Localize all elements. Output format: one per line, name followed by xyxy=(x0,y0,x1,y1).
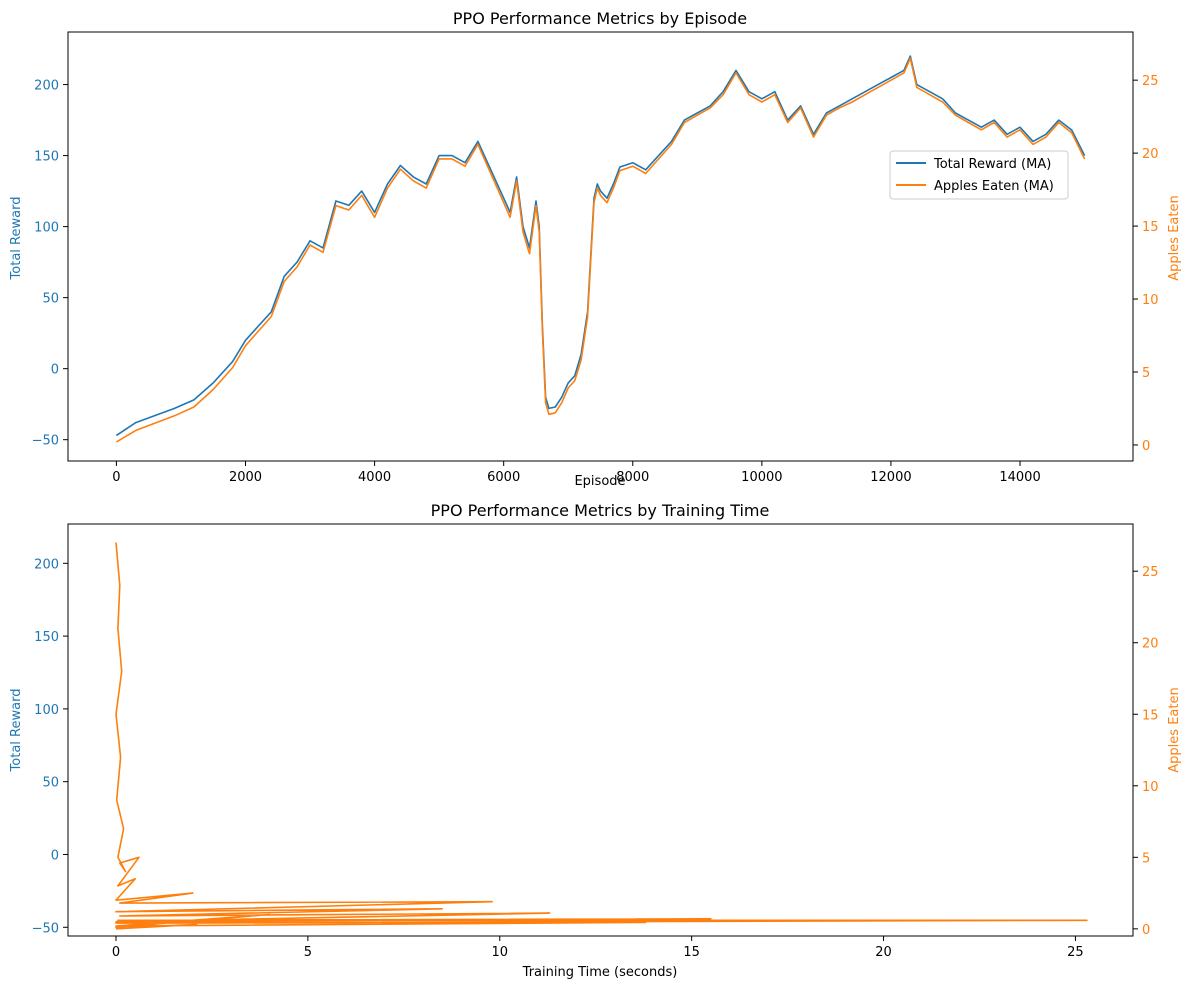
chart-episode-xtick-label: 4000 xyxy=(358,470,391,485)
chart-training-time-ytick-label: −50 xyxy=(32,921,59,936)
chart-episode-legend: Total Reward (MA) Apples Eaten (MA) xyxy=(889,150,1069,200)
chart-episode-xtick-label: 0 xyxy=(112,470,120,485)
chart-episode-ytick-label: −50 xyxy=(32,434,59,449)
chart-training-time-ylabel: Total Reward xyxy=(9,689,24,773)
chart-training-time-y2tick-label: 20 xyxy=(1142,637,1159,652)
chart-training-time-marks xyxy=(115,542,1088,930)
chart-episode-yticks: −50 0 50 100 150 200 xyxy=(32,79,68,449)
chart-episode-xlabel: Episode xyxy=(574,474,625,489)
chart-training-time-xticks: 0 5 10 15 20 25 xyxy=(112,936,1084,960)
chart-episode-xticks: 0 2000 4000 6000 8000 10000 12000 14000 xyxy=(112,461,1041,485)
chart-episode-y2tick-label: 25 xyxy=(1142,74,1159,89)
chart-training-time-xtick-label: 25 xyxy=(1067,945,1084,960)
chart-episode-y2tick-label: 5 xyxy=(1142,366,1150,381)
chart-training-time-yticks: −50 0 50 100 150 200 xyxy=(32,557,68,936)
chart-training-time-y2tick-label: 5 xyxy=(1142,851,1150,866)
chart-training-time-frame xyxy=(67,523,1134,937)
chart-episode-series-1-line xyxy=(115,57,1086,443)
chart-episode-marks xyxy=(115,55,1086,443)
chart-training-time-xtick-label: 15 xyxy=(683,945,700,960)
chart-episode-xtick-label: 8000 xyxy=(616,470,649,485)
chart-episode-y2tick-label: 15 xyxy=(1142,220,1159,235)
chart-episode-y2tick-label: 20 xyxy=(1142,147,1159,162)
chart-training-time-ytick-label: 100 xyxy=(34,703,59,718)
legend-reward-label: Total Reward (MA) xyxy=(933,157,1051,172)
chart-episode-title: PPO Performance Metrics by Episode xyxy=(453,9,747,28)
chart-episode-ytick-label: 100 xyxy=(34,221,59,236)
chart-episode-xtick-label: 2000 xyxy=(229,470,262,485)
chart-training-time-xtick-label: 5 xyxy=(304,945,312,960)
chart-training-time-xlabel: Training Time (seconds) xyxy=(522,965,678,980)
chart-training-time-ytick-label: 200 xyxy=(34,557,59,572)
chart-training-time-series-0-line xyxy=(115,542,1088,930)
chart-episode-y2label: Apples Eaten xyxy=(1167,195,1182,280)
chart-episode-xtick-label: 14000 xyxy=(999,470,1040,485)
chart-training-time-y2tick-label: 15 xyxy=(1142,708,1159,723)
chart-training-time-y2tick-label: 25 xyxy=(1142,565,1159,580)
chart-training-time-ytick-label: 150 xyxy=(34,630,59,645)
chart-episode-y2tick-label: 0 xyxy=(1142,439,1150,454)
chart-training-time-xtick-label: 10 xyxy=(491,945,508,960)
chart-training-time-xtick-label: 0 xyxy=(112,945,120,960)
chart-training-time-y2tick-label: 10 xyxy=(1142,780,1159,795)
chart-episode-ytick-label: 200 xyxy=(34,79,59,94)
chart-training-time-ytick-label: 0 xyxy=(51,848,59,863)
chart-episode-xtick-label: 10000 xyxy=(741,470,782,485)
chart-training-time-title: PPO Performance Metrics by Training Time xyxy=(431,501,770,520)
chart-training-time: PPO Performance Metrics by Training Time… xyxy=(9,501,1182,980)
chart-training-time-y2tick-label: 0 xyxy=(1142,923,1150,938)
chart-episode-y2tick-label: 10 xyxy=(1142,293,1159,308)
chart-episode-y2ticks: 0 5 10 15 20 25 xyxy=(1133,74,1159,454)
chart-training-time-y2ticks: 0 5 10 15 20 25 xyxy=(1133,565,1159,938)
chart-episode-xtick-label: 12000 xyxy=(870,470,911,485)
legend-apples-label: Apples Eaten (MA) xyxy=(934,179,1054,194)
chart-episode-ylabel: Total Reward xyxy=(9,197,24,281)
chart-training-time-xtick-label: 20 xyxy=(875,945,892,960)
chart-episode-ytick-label: 150 xyxy=(34,150,59,165)
chart-episode: PPO Performance Metrics by Episode 0 2000… xyxy=(9,9,1182,489)
chart-episode-ytick-label: 0 xyxy=(51,363,59,378)
chart-episode-xtick-label: 6000 xyxy=(487,470,520,485)
chart-episode-ytick-label: 50 xyxy=(42,292,59,307)
chart-episode-frame xyxy=(67,31,1134,462)
chart-training-time-y2label: Apples Eaten xyxy=(1167,687,1182,772)
chart-training-time-ytick-label: 50 xyxy=(42,776,59,791)
